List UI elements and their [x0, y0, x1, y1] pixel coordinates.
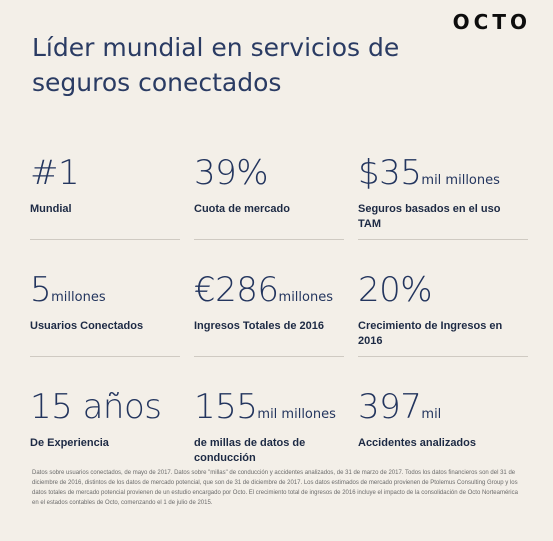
stat-value: €286 [194, 270, 279, 310]
stat-cell-revenue-growth: 20% Crecimiento de Ingresos en 2016 [358, 267, 528, 384]
stat-cell-world-rank: #1 Mundial [30, 150, 180, 267]
stat-cell-ubi-tam: $35mil millones Seguros basados en el us… [358, 150, 528, 267]
stat-figure: #1 [30, 150, 180, 196]
stat-figure: 397mil [358, 384, 528, 430]
footnote: Datos sobre usuarios conectados, de mayo… [32, 470, 518, 506]
stat-figure: 155mil millones [194, 384, 344, 430]
stat-figure: 20% [358, 267, 528, 313]
stat-figure: 39% [194, 150, 344, 196]
stat-value: 39% [194, 153, 269, 193]
stat-value: 20% [358, 270, 433, 310]
stat-figure: €286millones [194, 267, 344, 313]
stat-unit: mil millones [421, 173, 500, 188]
stat-value: 397 [358, 387, 422, 427]
stat-figure: 15 años [30, 384, 180, 430]
divider [358, 239, 528, 240]
stat-cell-accidents: 397mil Accidentes analizados [358, 384, 528, 501]
stat-value: 155 [194, 387, 258, 427]
stats-grid: #1 Mundial 39% Cuota de mercado $35mil m… [30, 150, 530, 501]
octo-logo: OCTO [452, 10, 531, 34]
stat-value: 5 [30, 270, 52, 310]
stat-figure: $35mil millones [358, 150, 528, 196]
stat-unit: mil [421, 407, 442, 422]
stat-cell-total-revenue: €286millones Ingresos Totales de 2016 [194, 267, 344, 384]
stat-label: De Experiencia [30, 437, 109, 449]
stat-label: Usuarios Conectados [30, 320, 144, 332]
stat-value: 15 años [30, 387, 162, 427]
stat-value: #1 [30, 153, 80, 193]
divider [358, 356, 528, 357]
stat-unit: millones [51, 290, 106, 305]
divider [30, 356, 180, 357]
stat-label: Accidentes analizados [358, 437, 476, 449]
stat-label: Cuota de mercado [194, 203, 290, 215]
divider [30, 239, 180, 240]
stat-unit: millones [278, 290, 333, 305]
stat-label: Crecimiento de Ingresos en 2016 [358, 320, 503, 347]
stat-label: Ingresos Totales de 2016 [194, 320, 325, 332]
stat-label: Mundial [30, 203, 72, 215]
divider [194, 356, 344, 357]
stat-label: Seguros basados en el uso TAM [358, 203, 501, 230]
stat-cell-driving-miles: 155mil millones de millas de datos de co… [194, 384, 344, 501]
stat-figure: 5millones [30, 267, 180, 313]
stat-cell-connected-users: 5millones Usuarios Conectados [30, 267, 180, 384]
stat-unit: mil millones [257, 407, 336, 422]
divider [194, 239, 344, 240]
page-title: Líder mundial en servicios de seguros co… [32, 33, 400, 97]
stat-value: $35 [358, 153, 422, 193]
stat-cell-market-share: 39% Cuota de mercado [194, 150, 344, 267]
stat-cell-experience: 15 años De Experiencia [30, 384, 180, 501]
stat-label: de millas de datos de conducción [194, 437, 306, 464]
